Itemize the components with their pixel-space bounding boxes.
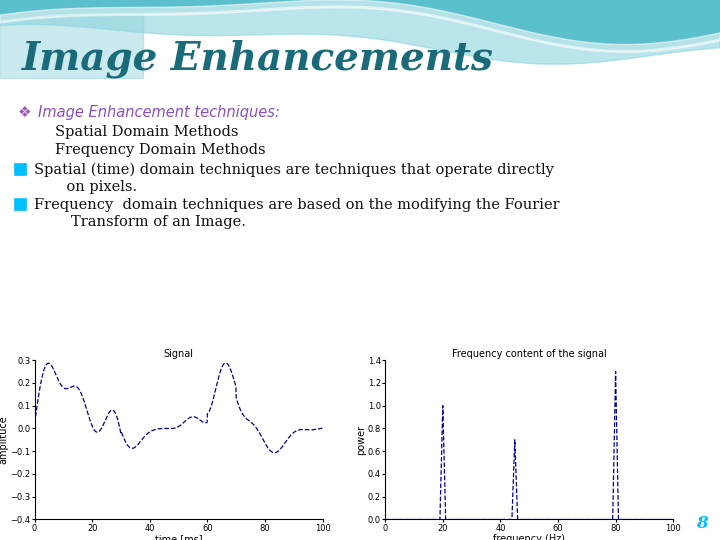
Y-axis label: power: power xyxy=(356,425,366,455)
Text: 8: 8 xyxy=(696,515,708,532)
Y-axis label: amplituce: amplituce xyxy=(0,415,9,464)
Text: Spatial Domain Methods: Spatial Domain Methods xyxy=(55,125,238,139)
Text: Image Enhancements: Image Enhancements xyxy=(22,39,494,78)
X-axis label: frequency (Hz): frequency (Hz) xyxy=(493,534,565,540)
FancyBboxPatch shape xyxy=(15,199,26,210)
Text: Spatial (time) domain techniques are techniques that operate directly: Spatial (time) domain techniques are tec… xyxy=(34,163,554,178)
Text: Frequency Domain Methods: Frequency Domain Methods xyxy=(55,143,266,157)
Text: on pixels.: on pixels. xyxy=(34,180,137,194)
Text: Image Enhancement techniques:: Image Enhancement techniques: xyxy=(38,105,280,120)
Title: Frequency content of the signal: Frequency content of the signal xyxy=(452,349,606,360)
Title: Signal: Signal xyxy=(163,349,194,360)
Text: Transform of an Image.: Transform of an Image. xyxy=(34,215,246,229)
X-axis label: time [ms]: time [ms] xyxy=(155,534,202,540)
Text: Frequency  domain techniques are based on the modifying the Fourier: Frequency domain techniques are based on… xyxy=(34,198,559,212)
Text: ❖: ❖ xyxy=(18,105,32,120)
FancyBboxPatch shape xyxy=(15,164,26,175)
